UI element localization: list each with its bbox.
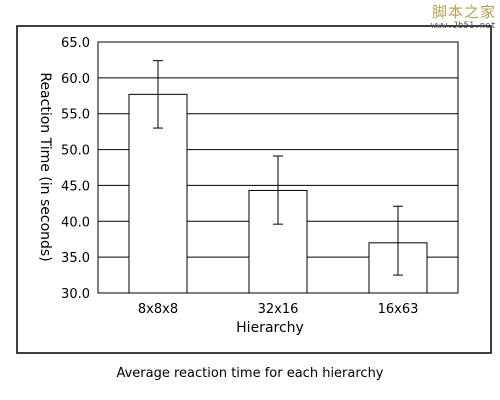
x-tick-label: 8x8x8	[138, 302, 178, 317]
y-tick-label: 40.0	[61, 215, 90, 230]
figure-frame	[16, 25, 492, 354]
y-tick-label: 55.0	[61, 108, 90, 123]
figure-caption: Average reaction time for each hierarchy	[116, 366, 384, 381]
watermark: 脚本之家 www.Jb51.net	[431, 4, 496, 32]
x-axis-label: Hierarchy	[236, 320, 304, 336]
x-tick-label: 32x16	[258, 302, 299, 317]
x-tick-label: 16x63	[378, 302, 419, 317]
y-tick-label: 35.0	[61, 251, 90, 266]
y-axis-label: Reaction Time (in seconds)	[37, 72, 53, 261]
y-tick-label: 65.0	[61, 36, 90, 51]
y-tick-label: 50.0	[61, 144, 90, 159]
y-tick-label: 45.0	[61, 179, 90, 194]
watermark-title: 脚本之家	[431, 3, 496, 21]
watermark-url: www.Jb51.net	[430, 21, 496, 31]
y-tick-label: 30.0	[61, 287, 90, 302]
error-bars	[153, 60, 403, 276]
x-tick-labels: 8x8x8 32x16 16x63	[138, 302, 418, 317]
y-tick-label: 60.0	[61, 72, 90, 87]
plot-area-border	[97, 41, 459, 294]
y-tick-labels: 30.0 35.0 40.0 45.0 50.0 55.0 60.0 65.0	[61, 36, 90, 302]
